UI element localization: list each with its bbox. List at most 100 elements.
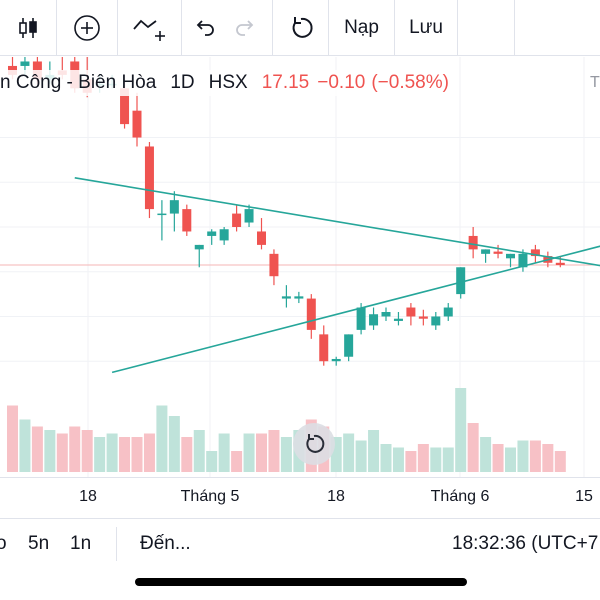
last-price: 17.15 [261, 72, 310, 93]
add-indicator-icon [74, 15, 100, 41]
volume-bar [554, 451, 566, 472]
reset-chart-button[interactable] [293, 423, 335, 465]
undo-button[interactable] [185, 0, 225, 56]
candle-body [431, 316, 441, 326]
candle-body [294, 296, 304, 299]
symbol-name[interactable]: n Công - Biên Hòa [0, 72, 157, 93]
volume-bar [256, 433, 267, 472]
volume-bar [405, 451, 417, 472]
candle-body [344, 334, 354, 357]
volume-bar [280, 437, 292, 472]
volume-bar [156, 405, 168, 472]
volume-bar [355, 440, 367, 472]
candle-body [169, 200, 179, 214]
candle-body [281, 296, 291, 299]
candle-body [381, 312, 391, 317]
range-1n-button[interactable]: 1n [70, 533, 92, 554]
reload-button[interactable] [273, 0, 328, 56]
candle-body [530, 249, 540, 257]
volume-bar [417, 444, 429, 472]
save-layout-button[interactable]: Lưu [409, 17, 443, 38]
volume-bar [81, 430, 93, 472]
candle-body [481, 249, 491, 254]
interval-label: 1D [170, 72, 195, 93]
trendline [74, 177, 600, 267]
price-chart-svg[interactable] [0, 57, 600, 477]
candle-body [369, 314, 379, 326]
candle-body [443, 307, 453, 317]
volume-bar [168, 416, 180, 472]
clock-timezone[interactable]: 18:32:36 (UTC+7 [452, 533, 599, 554]
volume-bar [94, 437, 106, 472]
price-change: −0.10 [317, 72, 366, 93]
volume-bar [69, 426, 81, 472]
price-change-percent: (−0.58%) [371, 72, 449, 93]
volume-bar [430, 447, 442, 472]
reload-icon [292, 17, 313, 38]
range-5n-button[interactable]: 5n [28, 533, 50, 554]
volume-bar [19, 419, 31, 472]
candle-body [244, 209, 254, 223]
candle-body [269, 253, 279, 277]
legend-edge-text: T [590, 74, 600, 91]
volume-bar [231, 451, 243, 472]
volume-bar [343, 433, 355, 472]
chart-pane[interactable] [0, 57, 600, 477]
candle-body [194, 244, 204, 250]
candle-body [20, 61, 30, 66]
load-layout-button[interactable]: Nạp [344, 17, 379, 38]
redo-button[interactable] [225, 0, 265, 56]
volume-bar [392, 447, 404, 472]
candle-body [157, 213, 167, 216]
volume-bar [7, 405, 18, 472]
go-to-date-button[interactable]: Đến... [140, 533, 191, 554]
volume-bar [455, 388, 467, 472]
candle-body [418, 316, 428, 319]
time-tick: 18 [79, 488, 97, 505]
volume-bar [31, 426, 43, 472]
redo-icon [236, 20, 254, 36]
candle-type-button[interactable] [0, 0, 56, 56]
volume-bar [330, 437, 342, 472]
candle-body [506, 253, 515, 259]
volume-bar [193, 430, 205, 472]
volume-bar [268, 430, 280, 472]
range-button-cut[interactable]: o [0, 533, 7, 554]
candle-body [356, 307, 366, 330]
candle-body [144, 146, 154, 210]
candle-type-icon [19, 18, 37, 38]
time-axis[interactable]: 18 Tháng 5 18 Tháng 6 15 [0, 477, 600, 517]
trendline [111, 245, 600, 374]
volume-bar [442, 447, 454, 472]
candle-body [120, 88, 130, 125]
symbol-legend: n Công - Biên Hòa 1D HSX 17.15 −0.10 (−0… [0, 70, 600, 96]
time-tick: 15 [575, 488, 593, 505]
volume-bar [243, 433, 255, 472]
candle-body [319, 334, 329, 362]
volume-bar [44, 430, 56, 472]
volume-bar [218, 433, 230, 472]
undo-icon [196, 20, 214, 36]
candle-body [257, 231, 266, 245]
volume-bar [480, 437, 492, 472]
time-tick: Tháng 5 [180, 488, 240, 505]
candle-body [306, 298, 316, 330]
candle-body [393, 318, 403, 321]
add-indicator-button[interactable] [57, 0, 117, 56]
volume-bar [542, 444, 554, 472]
candle-body [468, 235, 478, 250]
volume-bar [517, 440, 529, 472]
candle-body [207, 231, 217, 236]
volume-bar [181, 437, 193, 472]
time-tick: 18 [327, 488, 345, 505]
volume-bar [131, 437, 143, 472]
reset-icon [306, 434, 325, 453]
top-toolbar: Nạp Lưu [0, 0, 600, 56]
draw-tool-button[interactable] [118, 0, 181, 56]
volume-bar [206, 451, 218, 472]
candle-body [456, 267, 466, 295]
candle-body [493, 251, 503, 254]
volume-bar [368, 430, 380, 472]
time-tick: Tháng 6 [430, 488, 490, 505]
candle-body [132, 110, 142, 138]
